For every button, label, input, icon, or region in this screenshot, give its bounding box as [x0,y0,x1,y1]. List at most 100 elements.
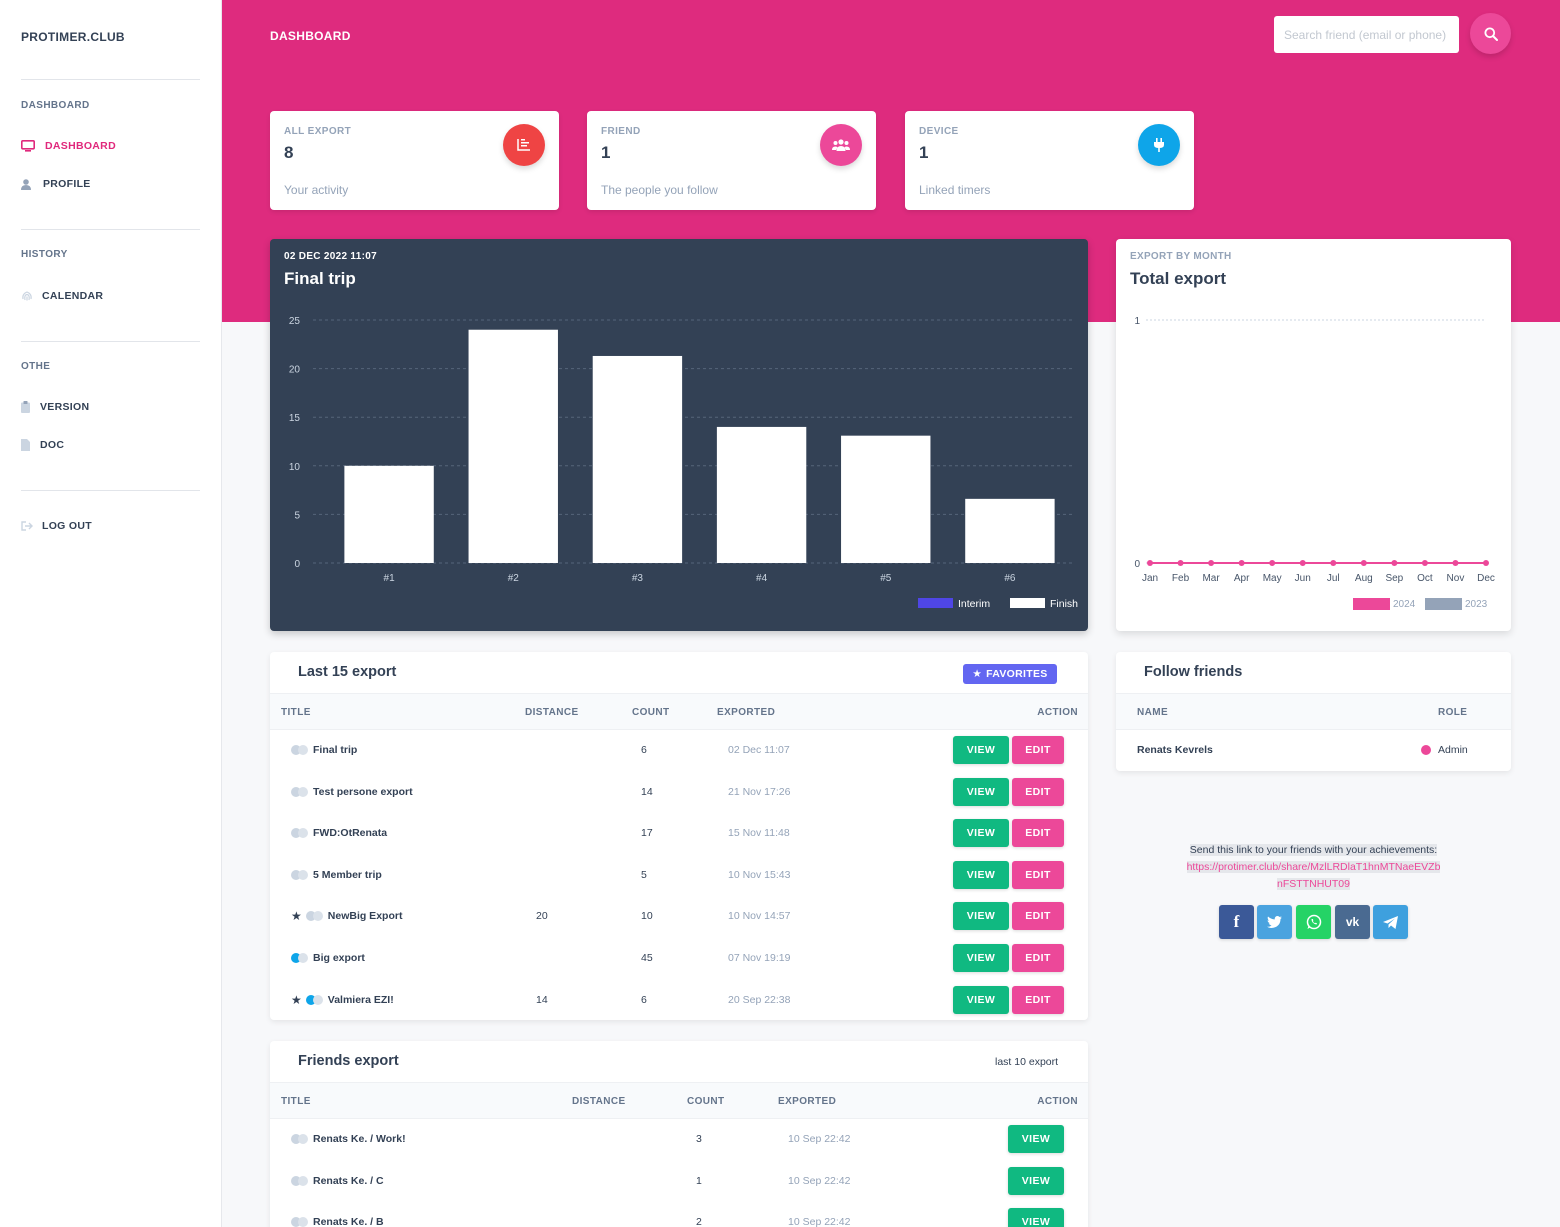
table-row[interactable]: Renats Ke. / C 1 10 Sep 22:42 VIEW [270,1161,1088,1202]
toggle-icon[interactable] [291,953,309,963]
point-2024-may[interactable] [1269,560,1276,566]
bar-n4[interactable] [716,426,807,563]
view-button[interactable]: VIEW [1008,1166,1064,1195]
x-tick-label: Jul [1327,573,1340,584]
row-title[interactable]: Big export [313,952,365,964]
row-title[interactable]: FWD:OtRenata [313,827,388,840]
toggle-icon[interactable] [305,911,324,922]
table-row[interactable]: ★ Valmiera EZI! 14 6 20 Sep 22:38 VIEW EDIT [270,980,1088,1020]
y-tick-label: 0 [1134,559,1140,570]
bar-n5[interactable] [841,435,931,563]
row-title[interactable]: Renats Ke. / C [313,1174,384,1187]
monitor-icon [21,139,35,153]
point-2024-sep[interactable] [1391,560,1398,566]
sidebar-item-version[interactable]: VERSION [21,400,89,414]
view-button[interactable]: VIEW [953,736,1009,764]
point-2024-feb[interactable] [1177,560,1184,566]
sidebar-item-profile[interactable]: PROFILE [21,177,91,191]
table-row[interactable]: ★ NewBig Export 20 10 10 Nov 14:57 VIEW EDIT [270,896,1088,937]
favorites-button[interactable]: ★ FAVORITES [963,664,1057,684]
brand-logo[interactable]: PROTIMER.CLUB [21,30,125,44]
toggle-icon[interactable] [291,1217,309,1227]
share-link[interactable]: https://protimer.club/share/MzlLRDlaT1hn… [1186,861,1441,873]
toggle-icon[interactable] [291,1134,309,1144]
point-2024-dec[interactable] [1483,560,1489,566]
toggle-icon[interactable] [291,786,309,797]
point-2024-oct[interactable] [1421,560,1428,566]
friends-export-table: Friends export TITLE DISTANCE COUNT EXPO… [270,1041,1088,1227]
logout-button[interactable]: LOG OUT [21,519,92,533]
point-2024-apr[interactable] [1238,560,1245,566]
row-title[interactable]: Renats Ke. / B [313,1216,384,1227]
point-2024-nov[interactable] [1452,560,1459,566]
bar-n2[interactable] [468,329,558,563]
facebook-share-button[interactable]: f [1219,905,1254,939]
view-button[interactable]: VIEW [1008,1208,1064,1227]
view-button[interactable]: VIEW [1008,1125,1064,1153]
point-2024-mar[interactable] [1208,560,1215,566]
row-title[interactable]: Renats Ke. / Work! [313,1133,406,1145]
row-title[interactable]: Test persone export [313,785,413,798]
toggle-icon[interactable] [291,1175,309,1186]
search-button[interactable] [1470,13,1511,54]
row-exported: 02 Dec 11:07 [728,744,790,756]
edit-button[interactable]: EDIT [1012,902,1064,931]
view-button[interactable]: VIEW [953,819,1009,848]
table-row[interactable]: Final trip 6 02 Dec 11:07 VIEW EDIT [270,730,1088,771]
point-2024-jan[interactable] [1147,560,1153,566]
bar-n3[interactable] [592,355,683,563]
sidebar-item-label: CALENDAR [42,290,104,302]
table-row[interactable]: Renats Ke. / B 2 10 Sep 22:42 VIEW [270,1202,1088,1227]
toggle-icon[interactable] [305,994,324,1005]
sidebar-item-calendar[interactable]: CALENDAR [21,289,103,303]
search-input[interactable] [1274,16,1459,53]
share-link-cont[interactable]: nFSTTNHUT09 [1277,878,1350,890]
edit-button[interactable]: EDIT [1012,985,1064,1014]
bar-n1[interactable] [344,465,434,563]
telegram-share-button[interactable] [1373,905,1408,939]
edit-button[interactable]: EDIT [1012,860,1064,889]
vk-share-button[interactable]: vk [1335,905,1370,939]
table-row[interactable]: Renats Kevrels Admin [1116,730,1511,771]
toggle-icon[interactable] [291,745,309,755]
friend-name[interactable]: Renats Kevrels [1137,744,1213,756]
x-tick-label: Sep [1385,573,1403,584]
edit-button[interactable]: EDIT [1012,944,1064,972]
table-row[interactable]: Renats Ke. / Work! 3 10 Sep 22:42 VIEW [270,1119,1088,1160]
edit-button[interactable]: EDIT [1012,777,1064,806]
view-button[interactable]: VIEW [953,944,1009,972]
whatsapp-share-button[interactable] [1296,905,1331,939]
twitter-share-button[interactable] [1257,905,1292,939]
x-tick-label: Apr [1234,573,1250,584]
row-exported: 15 Nov 11:48 [728,827,790,840]
sidebar-item-dashboard[interactable]: DASHBOARD [21,139,116,153]
table-row[interactable]: Big export 45 07 Nov 19:19 VIEW EDIT [270,938,1088,979]
row-title[interactable]: NewBig Export [327,910,403,923]
table-row[interactable]: FWD:OtRenata 17 15 Nov 11:48 VIEW EDIT [270,813,1088,854]
toggle-icon[interactable] [291,869,309,880]
sidebar-item-doc[interactable]: DOC [21,438,64,452]
view-button[interactable]: VIEW [953,985,1009,1014]
row-title[interactable]: 5 Member trip [313,868,382,881]
x-tick-label: #5 [880,573,892,584]
toggle-icon[interactable] [291,828,309,839]
edit-button[interactable]: EDIT [1012,819,1064,848]
table-row[interactable]: 5 Member trip 5 10 Nov 15:43 VIEW EDIT [270,855,1088,896]
view-button[interactable]: VIEW [953,860,1009,889]
row-title[interactable]: Valmiera EZI! [327,993,394,1006]
point-2024-aug[interactable] [1360,560,1367,566]
view-button[interactable]: VIEW [953,902,1009,931]
row-exported: 20 Sep 22:38 [728,993,791,1006]
bar-n6[interactable] [965,498,1055,563]
point-2024-jun[interactable] [1299,560,1306,566]
row-title[interactable]: Final trip [313,744,358,756]
view-button[interactable]: VIEW [953,777,1009,806]
col-action: ACTION [1037,1096,1078,1107]
stat-value: 1 [919,143,929,162]
star-icon[interactable]: ★ [291,909,302,924]
table-row[interactable]: Test persone export 14 21 Nov 17:26 VIEW EDI… [270,772,1088,813]
star-icon[interactable]: ★ [291,992,302,1007]
edit-button[interactable]: EDIT [1012,736,1064,764]
legend-label: Finish [1050,598,1078,610]
point-2024-jul[interactable] [1330,560,1337,566]
